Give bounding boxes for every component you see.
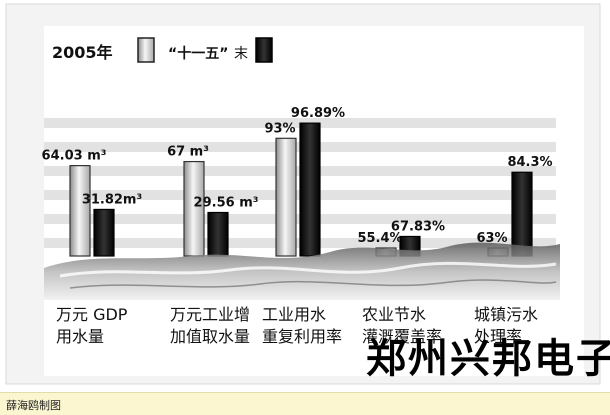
- category-label-0-line-0: 万元 GDP: [56, 305, 128, 324]
- legend-swatch-end: [255, 37, 273, 63]
- watermark: 郑州兴邦电子: [366, 336, 610, 382]
- category-label-2-line-1: 重复利用率: [262, 327, 342, 346]
- data-label-end-4: 84.3%: [507, 155, 552, 170]
- data-label-end-0: 31.82m³: [82, 192, 142, 207]
- caption-bar: 薛海鸥制图: [0, 392, 610, 415]
- category-label-1-line-0: 万元工业增: [170, 305, 250, 324]
- caption: 薛海鸥制图: [6, 399, 61, 412]
- bar-end-0: [93, 208, 115, 257]
- category-label-3-line-0: 农业节水: [362, 305, 426, 324]
- legend-label-end-suffix: 末: [234, 46, 248, 62]
- category-label-3-line-1: 灌溉覆盖率: [362, 327, 442, 346]
- category-label-2-line-0: 工业用水: [262, 305, 326, 324]
- data-label-2005-0: 64.03 m³: [42, 149, 107, 164]
- category-label-0-line-1: 用水量: [56, 327, 104, 346]
- legend: 2005年 “十一五” 末: [52, 37, 273, 63]
- data-label-2005-1: 67 m³: [167, 145, 209, 160]
- bar-2005-0: [69, 165, 91, 257]
- bar-end-2: [299, 122, 321, 257]
- bar-2005-2: [275, 137, 297, 257]
- data-label-end-1: 29.56 m³: [194, 195, 259, 210]
- bar-end-1: [207, 211, 229, 257]
- bars-layer: 64.03 m³ 31.82m³ 67 m³ 29.56 m³ 93%96.89% 55.…: [42, 106, 553, 257]
- data-label-end-3: 67.83%: [391, 219, 445, 234]
- data-label-2005-4: 63%: [476, 231, 507, 246]
- bar-end-4: [511, 171, 533, 257]
- legend-label-end: “十一五”: [168, 45, 228, 62]
- data-label-end-2: 96.89%: [291, 106, 345, 121]
- category-label-1-line-1: 加值取水量: [170, 327, 250, 346]
- category-label-4-line-0: 城镇污水: [474, 305, 538, 324]
- category-label-4-line-1: 处理率: [474, 327, 522, 346]
- legend-swatch-2005: [137, 37, 155, 63]
- water-splash: [44, 242, 560, 300]
- data-label-2005-3: 55.4%: [357, 231, 402, 246]
- data-label-2005-2: 93%: [264, 121, 295, 136]
- legend-label-2005: 2005年: [52, 43, 113, 62]
